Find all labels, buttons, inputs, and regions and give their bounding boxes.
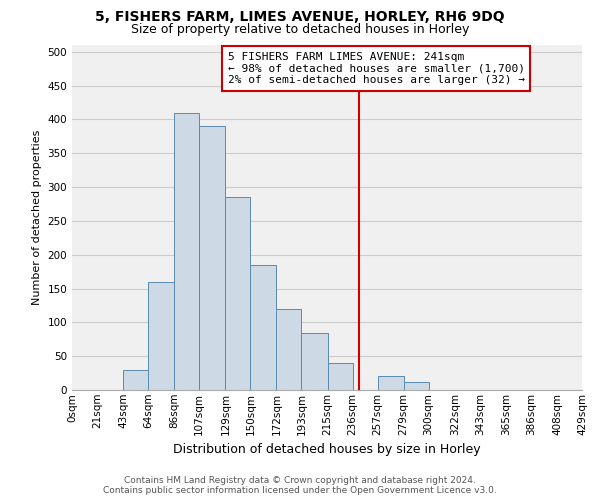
- Bar: [377, 376, 404, 390]
- Bar: [250, 265, 277, 390]
- Bar: [301, 332, 328, 390]
- Bar: [226, 197, 250, 390]
- Bar: [199, 126, 226, 390]
- Bar: [277, 309, 301, 390]
- Text: Contains HM Land Registry data © Crown copyright and database right 2024.
Contai: Contains HM Land Registry data © Crown c…: [103, 476, 497, 495]
- Bar: [328, 363, 353, 390]
- Bar: [123, 370, 148, 390]
- Bar: [148, 282, 174, 390]
- Bar: [404, 382, 428, 390]
- Text: Size of property relative to detached houses in Horley: Size of property relative to detached ho…: [131, 22, 469, 36]
- X-axis label: Distribution of detached houses by size in Horley: Distribution of detached houses by size …: [173, 443, 481, 456]
- Bar: [174, 112, 199, 390]
- Y-axis label: Number of detached properties: Number of detached properties: [32, 130, 42, 305]
- Text: 5 FISHERS FARM LIMES AVENUE: 241sqm
← 98% of detached houses are smaller (1,700): 5 FISHERS FARM LIMES AVENUE: 241sqm ← 98…: [227, 52, 524, 85]
- Text: 5, FISHERS FARM, LIMES AVENUE, HORLEY, RH6 9DQ: 5, FISHERS FARM, LIMES AVENUE, HORLEY, R…: [95, 10, 505, 24]
